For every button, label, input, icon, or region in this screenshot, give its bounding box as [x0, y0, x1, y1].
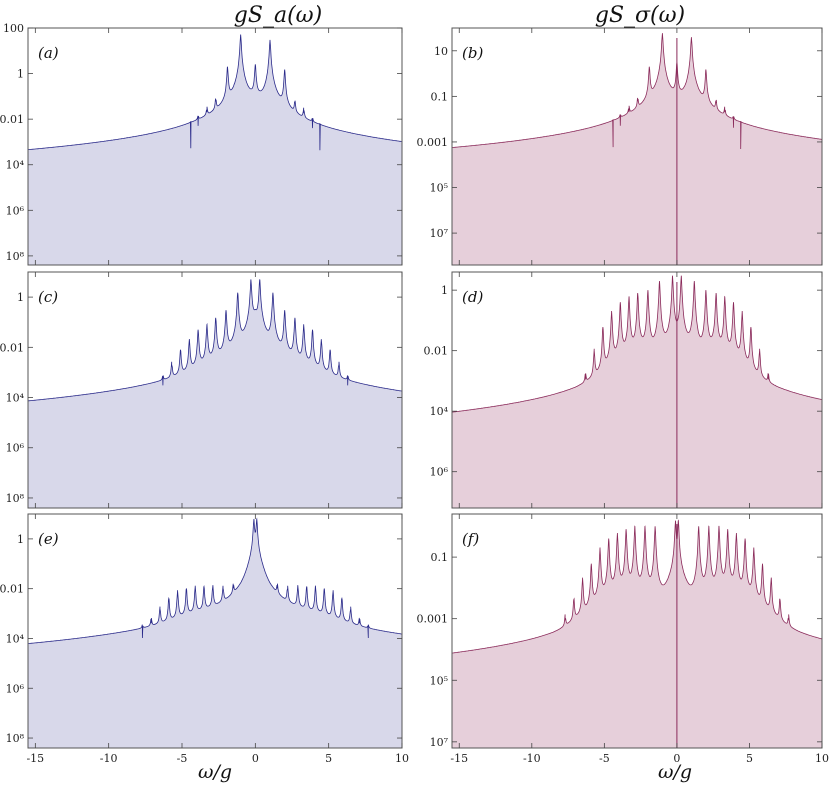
panel-label-f: (f) [462, 530, 479, 548]
spectrum-line-a [28, 34, 403, 151]
ytick-label: 10⁶ [6, 442, 25, 455]
ytick-label: 10⁵ [430, 182, 448, 195]
ytick-label: 1 [17, 291, 24, 304]
panel-a: 100 1 0.01 10⁴ 10⁶ 10⁸ (a) [0, 22, 403, 266]
ytick-label: 1 [17, 533, 24, 546]
area-fill-a [28, 34, 402, 266]
xtick-label: 10 [395, 752, 409, 765]
ytick-label: 10⁴ [6, 159, 25, 172]
ytick-label: 0.001 [417, 136, 449, 149]
ytick-label: 0.1 [431, 90, 449, 103]
ytick-label: 10⁴ [6, 392, 25, 405]
ytick-label: 0.01 [0, 583, 24, 596]
x-axis-label-left: ω/g [198, 761, 232, 783]
area-fill-c [28, 279, 402, 508]
xtick-label: -15 [26, 752, 44, 765]
ytick-label: 0.001 [417, 613, 449, 626]
panel-d: 1 0.01 10⁴ 10⁶ (d) [424, 271, 823, 509]
col-title-left: gS_a(ω) [234, 3, 322, 28]
area-fill-d [452, 275, 822, 508]
xtick-label: -10 [523, 752, 541, 765]
ytick-label: 10⁶ [6, 204, 25, 217]
area-fill-b [452, 33, 822, 265]
plot-frame-a [27, 27, 403, 266]
ytick-label: 10⁶ [430, 466, 449, 479]
spectrum-line-c [27, 279, 403, 402]
plot-frame-b [451, 27, 823, 266]
panel-b: 10 0.1 0.001 10⁵ 10⁷ (b) [417, 27, 823, 266]
panel-f: 0.1 0.001 10⁵ 10⁷-15 -10 -5 0 5 10 (f) [417, 513, 829, 765]
xtick-label: -10 [100, 752, 118, 765]
plot-frame-f [451, 513, 823, 749]
xtick-label: -5 [599, 752, 610, 765]
xtick-label: 5 [325, 752, 332, 765]
xtick-label: 0 [252, 752, 259, 765]
ytick-label: 10⁸ [6, 732, 25, 745]
panel-e: 1 0.01 10⁴ 10⁶ 10⁸-15 -10 -5 0 5 10 (e) [0, 513, 409, 765]
spectrum-line-b [451, 33, 822, 150]
ytick-label: 0.01 [0, 113, 24, 126]
ytick-label: 10⁸ [6, 250, 25, 263]
xtick-label: 5 [746, 752, 753, 765]
spectrum-line-d [451, 275, 823, 413]
area-fill-f [452, 520, 822, 748]
ytick-label: 10⁴ [6, 632, 25, 645]
col-title-right: gS_σ(ω) [595, 3, 685, 28]
plot-frame-d [451, 271, 823, 509]
panel-label-c: (c) [38, 288, 58, 306]
ytick-label: 0.01 [424, 345, 449, 358]
ytick-label: 0.1 [431, 551, 449, 564]
ytick-label: 1 [17, 68, 24, 81]
panel-label-b: (b) [462, 44, 483, 62]
area-fill-e [28, 519, 402, 748]
panel-label-d: (d) [462, 288, 483, 306]
panel-label-a: (a) [38, 44, 59, 62]
plot-frame-c [27, 271, 403, 509]
xtick-label: -5 [177, 752, 188, 765]
panel-label-e: (e) [38, 530, 59, 548]
plot-frame-e [27, 513, 403, 749]
spectrum-line-f [451, 519, 823, 654]
x-axis-label-right: ω/g [658, 761, 692, 783]
spectrum-line-e [28, 517, 403, 644]
panel-c: 1 0.01 10⁴ 10⁶ 10⁸ (c) [0, 271, 403, 509]
xtick-label: 10 [815, 752, 829, 765]
ytick-label: 10 [434, 45, 448, 58]
ytick-label: 10⁷ [430, 736, 449, 749]
ytick-label: 10⁴ [430, 405, 449, 418]
ytick-label: 10⁸ [6, 492, 25, 505]
ytick-label: 10⁵ [430, 674, 448, 687]
xtick-label: 0 [673, 752, 680, 765]
ytick-label: 0.01 [0, 341, 24, 354]
ytick-label: 10⁷ [430, 227, 449, 240]
ytick-label: 100 [3, 22, 24, 35]
ytick-label: 10⁶ [6, 682, 25, 695]
ytick-label: 1 [441, 284, 448, 297]
xtick-label: -15 [450, 752, 468, 765]
